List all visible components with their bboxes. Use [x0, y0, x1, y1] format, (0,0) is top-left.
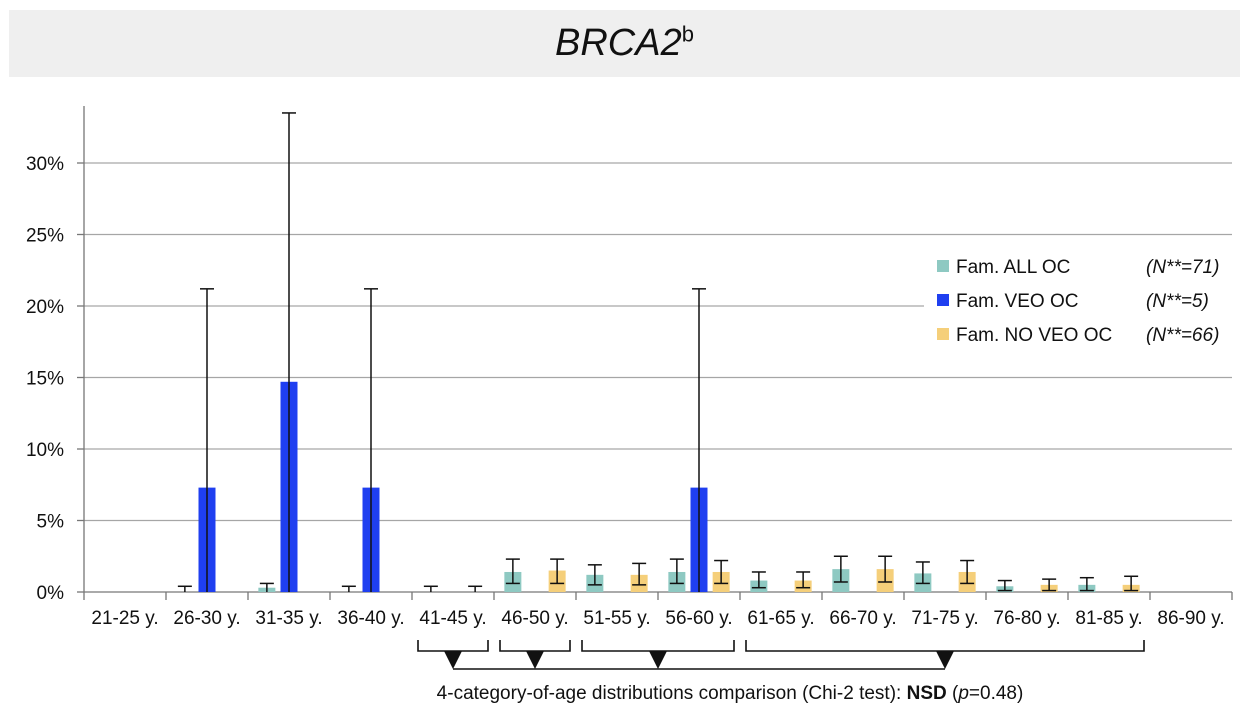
x-tick-label: 81-85 y.	[1075, 608, 1142, 629]
y-tick-label: 30%	[26, 154, 64, 175]
legend-box	[924, 246, 1240, 358]
x-tick-label: 46-50 y.	[501, 608, 568, 629]
y-tick-label: 5%	[37, 512, 65, 533]
x-tick-label: 56-60 y.	[665, 608, 732, 629]
chart-title-main: BRCA2	[555, 22, 682, 64]
legend: Fam. ALL OC (N**=71) Fam. VEO OC (N**=5) Fam…	[924, 246, 1240, 358]
annotation-p-value: =0.48)	[969, 683, 1023, 704]
group-pointer	[649, 651, 667, 669]
annotation-result: NSD	[907, 683, 947, 704]
group-pointer	[526, 651, 544, 669]
group-pointer	[444, 651, 462, 669]
group-bracket	[417, 640, 489, 652]
legend-n-label: (N**=71)	[1146, 257, 1219, 278]
annotation-prefix: 4-category-of-age distributions comparis…	[437, 683, 907, 704]
x-tick-label: 86-90 y.	[1157, 608, 1224, 629]
gridlines	[84, 162, 1232, 522]
group-bracket	[499, 640, 571, 652]
legend-swatch	[937, 328, 949, 340]
x-tick-label: 61-65 y.	[747, 608, 814, 629]
y-tick-label: 0%	[37, 583, 65, 604]
annotation-paren: (	[947, 683, 959, 704]
x-tick-label: 26-30 y.	[173, 608, 240, 629]
x-tick-label: 66-70 y.	[829, 608, 896, 629]
x-tick-label: 21-25 y.	[91, 608, 158, 629]
y-axis: 0% 5% 10% 15% 20% 25% 30%	[26, 106, 85, 604]
chart-title-superscript: b	[681, 21, 694, 47]
chart-title: BRCA2b	[9, 10, 1240, 77]
group-pointer	[936, 651, 954, 669]
group-bracket	[581, 640, 735, 652]
bars	[198, 381, 1140, 592]
legend-n-label: (N**=5)	[1146, 291, 1209, 312]
legend-n-label: (N**=66)	[1146, 325, 1219, 346]
legend-label: Fam. NO VEO OC	[956, 325, 1112, 346]
x-tick-label: 51-55 y.	[583, 608, 650, 629]
group-brackets	[417, 640, 1145, 670]
legend-swatch	[937, 294, 949, 306]
x-tick-label: 41-45 y.	[419, 608, 486, 629]
group-bracket	[745, 640, 1145, 652]
x-tick-label: 36-40 y.	[337, 608, 404, 629]
legend-swatch	[937, 260, 949, 272]
annotation-p-symbol: p	[957, 683, 969, 704]
legend-label: Fam. ALL OC	[956, 257, 1070, 278]
chi2-annotation: 4-category-of-age distributions comparis…	[437, 683, 1024, 704]
x-tick-label: 31-35 y.	[255, 608, 322, 629]
x-tick-label: 76-80 y.	[993, 608, 1060, 629]
error-bars	[177, 112, 1139, 592]
y-tick-label: 10%	[26, 440, 64, 461]
legend-label: Fam. VEO OC	[956, 291, 1078, 312]
title-band: BRCA2b	[9, 10, 1240, 77]
x-tick-label: 71-75 y.	[911, 608, 978, 629]
x-axis: 21-25 y. 26-30 y. 31-35 y. 36-40 y. 41-45 y.…	[83, 591, 1233, 629]
y-tick-label: 25%	[26, 226, 64, 247]
y-tick-label: 15%	[26, 369, 64, 390]
y-tick-label: 20%	[26, 297, 64, 318]
